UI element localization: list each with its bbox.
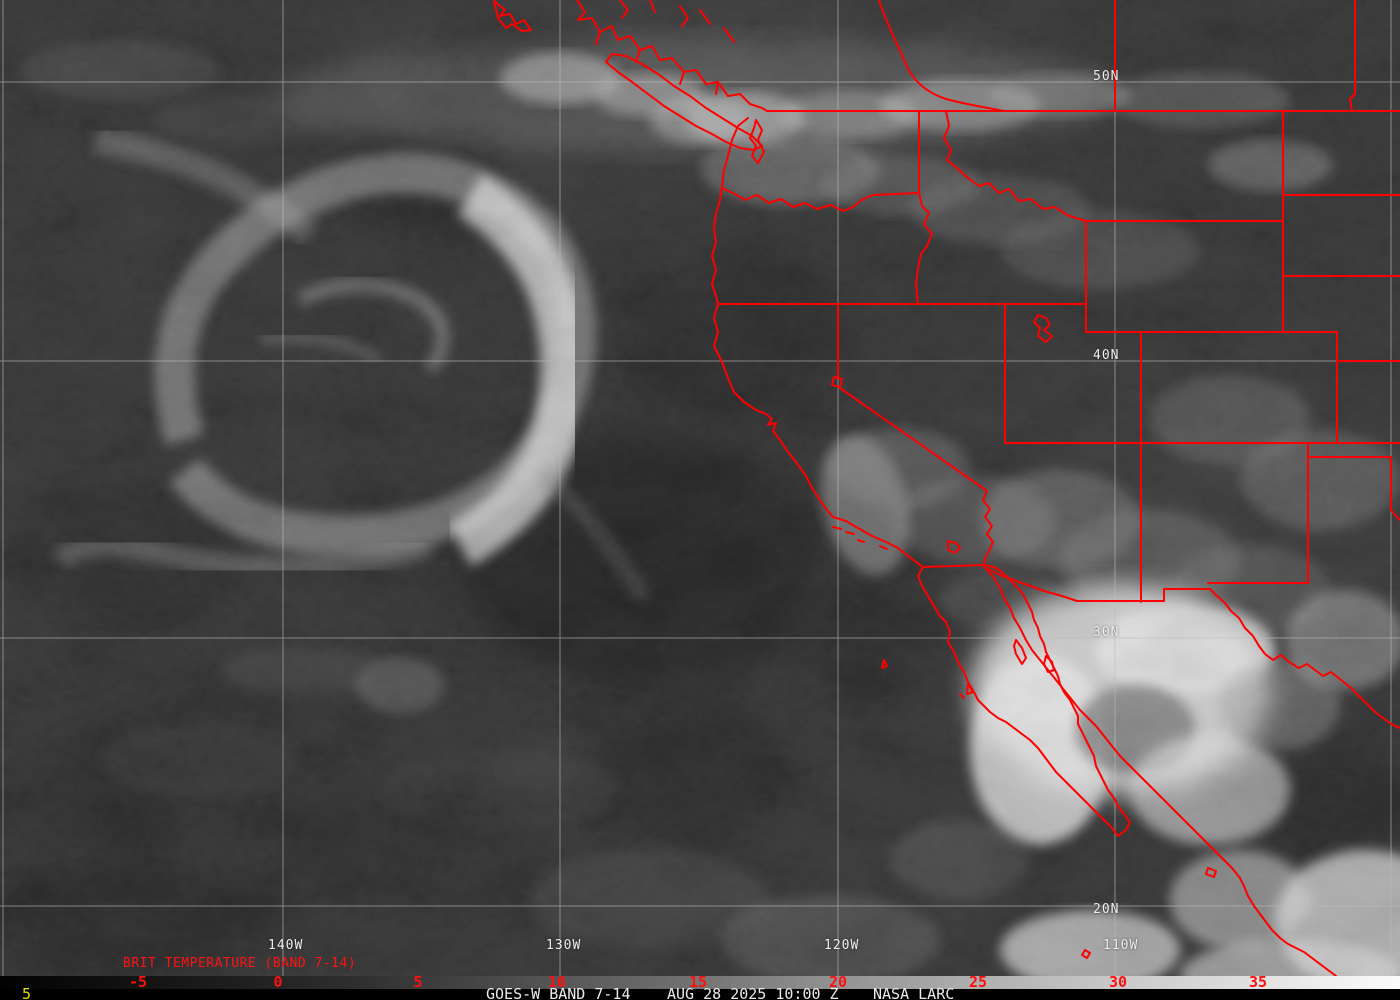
colorbar-tick: 25: [968, 973, 988, 991]
credit: NASA LARC: [873, 985, 955, 1000]
colorbar-tick: 10: [547, 973, 567, 991]
frame-number: 5: [22, 985, 32, 1000]
colorbar-tick: 5: [413, 973, 423, 991]
colorbar-tick: 0: [273, 973, 283, 991]
lat-label-50n: 50N: [1093, 69, 1120, 84]
lon-label-130w: 130W: [546, 938, 582, 953]
colorbar-tick: 15: [688, 973, 708, 991]
latlon-grid: [0, 0, 1400, 976]
lon-label-120w: 120W: [824, 938, 860, 953]
image-datetime: AUG 28 2025 10:00 Z: [667, 985, 839, 1000]
lat-label-40n: 40N: [1093, 348, 1120, 363]
colorbar-tick: -5: [128, 973, 148, 991]
product-title: BRIT TEMPERATURE (BAND 7-14): [123, 956, 357, 971]
lon-label-140w: 140W: [268, 938, 304, 953]
brightness-colorbar: -5 0 5 10 15 20 25 30 35: [0, 973, 1400, 991]
product-name: GOES-W BAND 7-14: [486, 985, 631, 1000]
map-boundaries-overlay: [493, 0, 1400, 1000]
lat-label-30n: 30N: [1093, 625, 1120, 640]
annotation-bar: 5 GOES-W BAND 7-14 AUG 28 2025 10:00 Z N…: [0, 985, 1400, 1000]
lat-label-20n: 20N: [1093, 902, 1120, 917]
lon-label-110w: 110W: [1103, 938, 1139, 953]
colorbar-tick: 30: [1108, 973, 1128, 991]
colorbar-tick: 35: [1248, 973, 1268, 991]
colorbar-tick: 20: [828, 973, 848, 991]
